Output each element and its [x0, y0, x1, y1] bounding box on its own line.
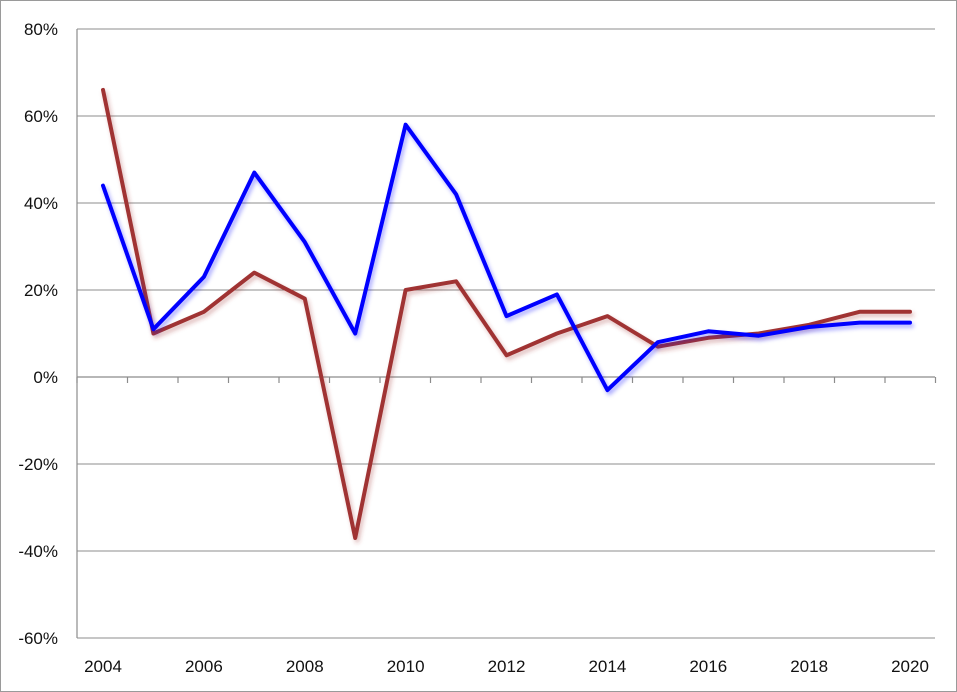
x-tick-labels: 2004 2006 2008 2010 2012 2014 2016 2018 2020 — [84, 657, 929, 676]
series-line — [101, 122, 912, 393]
y-tick-label: 60% — [24, 107, 58, 126]
y-tick-label: -60% — [18, 629, 58, 648]
series-line-shadow — [103, 125, 914, 396]
x-tick-label: 2014 — [588, 657, 626, 676]
x-tick-label: 2012 — [488, 657, 526, 676]
x-tick-label: 2006 — [185, 657, 223, 676]
x-tick-label: 2018 — [790, 657, 828, 676]
y-tick-label: 20% — [24, 281, 58, 300]
y-tick-label: 40% — [24, 194, 58, 213]
grid-layer — [77, 28, 935, 639]
y-tick-labels: 80% 60% 40% 20% 0% -20% -40% -60% — [18, 20, 58, 648]
x-tick-label: 2020 — [891, 657, 929, 676]
y-tick-label: -20% — [18, 455, 58, 474]
y-tick-label: 80% — [24, 20, 58, 39]
y-tick-label: 0% — [33, 368, 58, 387]
x-tick-label: 2010 — [387, 657, 425, 676]
x-tick-label: 2008 — [286, 657, 324, 676]
series-line — [101, 87, 912, 540]
x-tick-label: 2004 — [84, 657, 122, 676]
y-tick-label: -40% — [18, 542, 58, 561]
axis-layer — [76, 29, 937, 638]
x-tick-label: 2016 — [689, 657, 727, 676]
series-layer — [101, 87, 914, 543]
